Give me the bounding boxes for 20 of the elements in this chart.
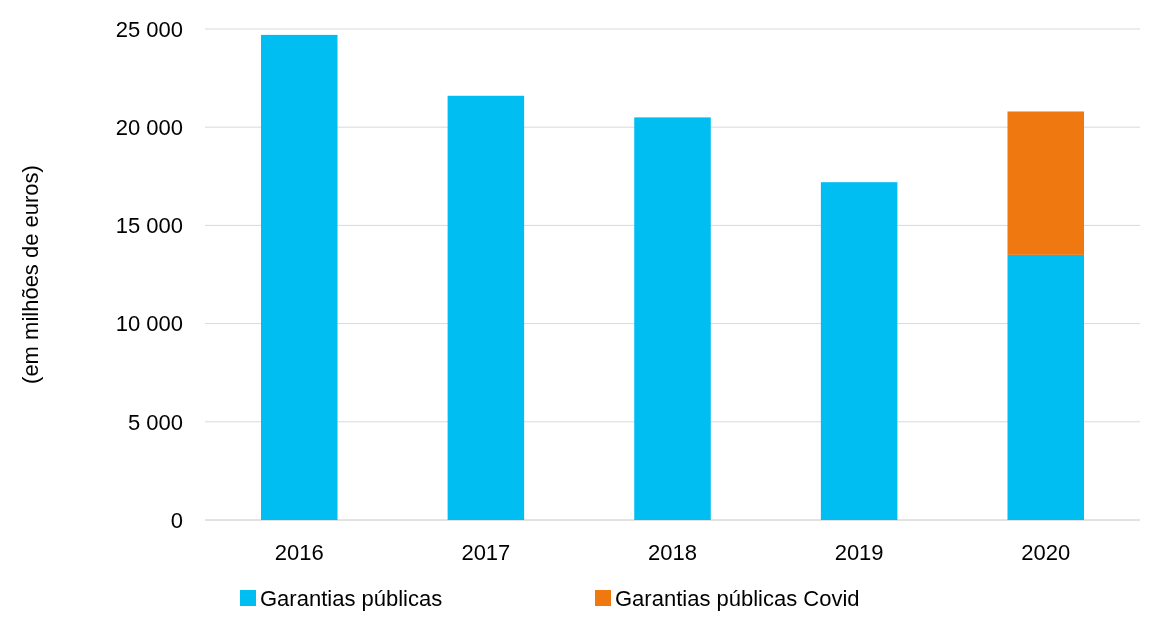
y-tick-label: 5 000 <box>127 409 183 435</box>
x-tick-label: 2016 <box>274 540 324 565</box>
bar <box>1007 254 1085 520</box>
legend-label: Garantias públicas <box>260 585 443 611</box>
bar <box>820 182 898 520</box>
x-tick-label: 2019 <box>834 540 884 565</box>
x-tick-label: 2017 <box>461 540 511 565</box>
bar <box>634 117 711 520</box>
bar <box>1007 111 1085 255</box>
y-tick-label: 25 000 <box>115 16 183 42</box>
y-tick-label: 0 <box>170 507 183 533</box>
y-tick-label: 10 000 <box>115 311 183 337</box>
bar <box>447 95 525 520</box>
y-axis-title: (em milhões de euros) <box>18 165 43 384</box>
y-tick-label: 20 000 <box>115 114 183 140</box>
x-tick-label: 2018 <box>648 540 697 565</box>
bar <box>260 34 338 520</box>
y-tick-label: 15 000 <box>115 213 183 239</box>
x-tick-label: 2020 <box>1021 540 1071 565</box>
legend-label: Garantias públicas Covid <box>615 585 860 611</box>
